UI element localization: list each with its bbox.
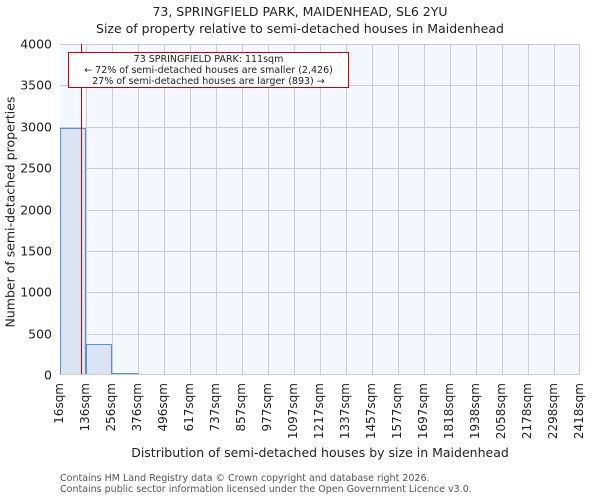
gridline-vertical [164,44,165,374]
x-tick-label: 2178sqm [520,383,534,440]
gridline-vertical [554,44,555,374]
gridline-vertical [86,44,87,374]
x-tick-label: 1337sqm [338,383,352,440]
gridline-horizontal [60,168,579,170]
x-tick-label: 857sqm [234,383,248,432]
x-tick-label: 496sqm [156,383,170,432]
y-tick-label: 1500 [20,243,52,259]
x-tick-label: 617sqm [182,383,196,432]
gridline-vertical [320,44,321,374]
x-tick-label: 1938sqm [468,383,482,440]
chart-subtitle: Size of property relative to semi-detach… [96,21,504,36]
gridline-horizontal [60,333,579,335]
gridline-horizontal [60,209,579,211]
gridline-vertical [528,44,529,374]
gridline-vertical [242,44,243,374]
gridline-vertical [476,44,477,374]
y-tick-label: 4000 [20,36,52,52]
histogram-bar [112,373,138,374]
gridline-vertical [346,44,347,374]
chart-title: 73, SPRINGFIELD PARK, MAIDENHEAD, SL6 2Y… [152,4,448,19]
gridline-horizontal [60,250,579,252]
y-tick-label: 1000 [20,284,52,300]
gridline-vertical [450,44,451,374]
histogram-bar [86,344,112,374]
gridline-vertical [112,44,113,374]
x-tick-label: 1697sqm [416,383,430,440]
annotation-line2: ← 72% of semi-detached houses are smalle… [84,65,333,76]
plot-area: 73 SPRINGFIELD PARK: 111sqm ← 72% of semi… [60,44,580,375]
annotation-line3: 27% of semi-detached houses are larger (… [92,76,325,87]
y-axis-label: Number of semi-detached properties [2,96,18,328]
x-tick-label: 136sqm [78,383,92,432]
gridline-vertical [190,44,191,374]
gridline-vertical [268,44,269,374]
histogram-bar [60,128,86,374]
gridline-vertical [294,44,295,374]
x-tick-label: 2418sqm [572,383,586,440]
x-tick-label: 376sqm [130,383,144,432]
gridline-horizontal [60,126,579,128]
footer-licence: Contains public sector information licen… [60,484,472,495]
x-axis-label: Distribution of semi-detached houses by … [131,445,509,460]
x-tick-label: 1577sqm [390,383,404,440]
x-tick-label: 256sqm [104,383,118,432]
x-tick-label: 977sqm [260,383,274,432]
y-tick-label: 0 [44,367,52,383]
x-tick-label: 1217sqm [312,383,326,440]
x-tick-label: 16sqm [52,383,66,424]
y-tick-label: 2000 [20,202,52,217]
x-tick-label: 737sqm [208,383,222,432]
gridline-horizontal [60,44,579,45]
x-tick-label: 2058sqm [494,383,508,440]
gridline-horizontal [60,292,579,294]
footer-copyright: Contains HM Land Registry data © Crown c… [60,473,430,484]
annotation-box: 73 SPRINGFIELD PARK: 111sqm ← 72% of semi… [68,52,349,88]
gridline-vertical [398,44,399,374]
gridline-vertical [138,44,139,374]
y-tick-label: 3000 [20,119,52,135]
gridline-vertical [424,44,425,374]
x-tick-label: 1097sqm [286,383,300,440]
y-tick-label: 500 [28,326,52,342]
gridline-vertical [372,44,373,374]
gridline-vertical [216,44,217,374]
property-marker-line [80,44,83,374]
annotation-line1: 73 SPRINGFIELD PARK: 111sqm [133,54,284,65]
y-tick-label: 2500 [20,160,52,176]
x-tick-label: 1457sqm [364,383,378,440]
x-tick-label: 2298sqm [546,383,560,440]
gridline-vertical [502,44,503,374]
y-tick-label: 3500 [20,77,52,93]
x-tick-label: 1818sqm [442,383,456,440]
